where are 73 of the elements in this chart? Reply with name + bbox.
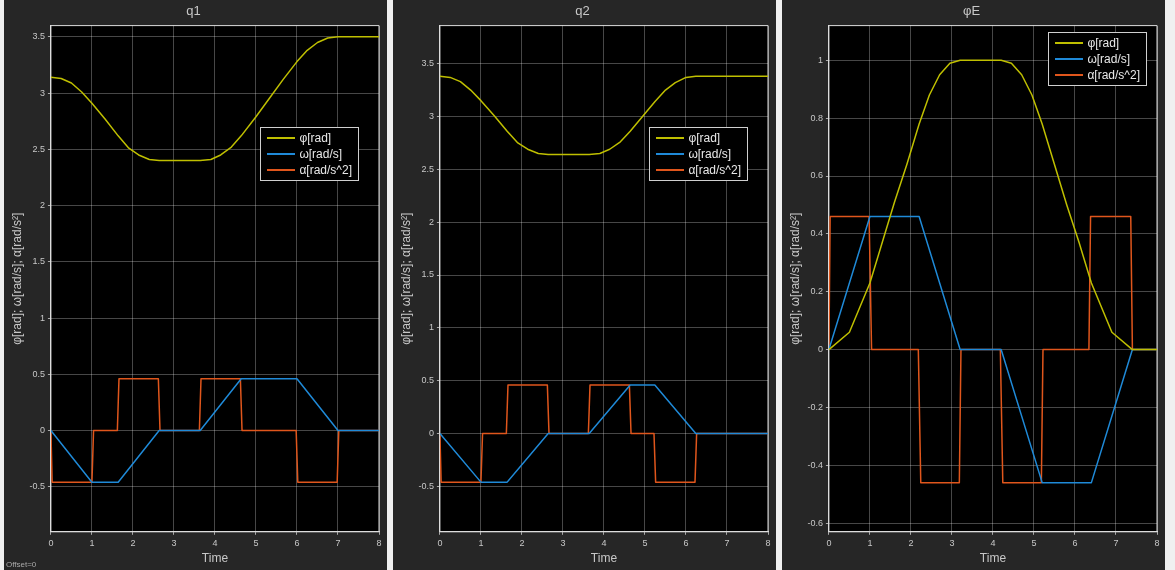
x-tick-label: 6: [294, 537, 300, 548]
x-tick-label: 5: [1031, 537, 1037, 548]
x-axis-title: Time: [979, 551, 1007, 566]
y-tick-label: 1: [428, 322, 434, 333]
x-tick-label: 4: [990, 537, 996, 548]
x-tick-label: 8: [765, 537, 771, 548]
y-tick-label: -0.4: [807, 459, 823, 470]
x-tick-label: 3: [560, 537, 566, 548]
y-tick-label: 0.8: [810, 112, 823, 123]
legend-label: ω[rad/s]: [688, 145, 732, 162]
x-tick-label: 8: [376, 537, 382, 548]
legend-label: φ[rad]: [299, 129, 332, 146]
legend-label: φ[rad]: [688, 129, 721, 146]
x-tick-label: 2: [908, 537, 914, 548]
legend-label: ω[rad/s]: [1087, 50, 1131, 67]
y-tick-label: 0.4: [810, 228, 823, 239]
x-tick-label: 0: [48, 537, 54, 548]
chart-title: q2: [575, 3, 590, 19]
y-tick-label: 3.5: [421, 58, 434, 69]
y-tick-label: 1.5: [32, 256, 45, 267]
y-tick-label: 1: [39, 312, 45, 323]
legend-label: ω[rad/s]: [299, 145, 343, 162]
x-tick-label: 0: [437, 537, 443, 548]
legend-label: α[rad/s^2]: [299, 161, 352, 178]
chart-title: q1: [186, 3, 201, 19]
y-tick-label: 3: [39, 87, 45, 98]
legend-label: α[rad/s^2]: [688, 161, 741, 178]
y-tick-label: 0.5: [32, 368, 45, 379]
chart-title: φE: [962, 3, 981, 19]
y-tick-label: 3.5: [32, 31, 45, 42]
y-tick-label: 0.5: [421, 375, 434, 386]
y-tick-label: 2.5: [421, 163, 434, 174]
y-tick-label: -0.6: [807, 517, 823, 528]
y-tick-label: -0.2: [807, 401, 823, 412]
x-tick-label: 7: [1113, 537, 1119, 548]
y-tick-label: 1.5: [421, 269, 434, 280]
legend-label: φ[rad]: [1087, 34, 1120, 51]
x-tick-label: 5: [253, 537, 259, 548]
y-axis-title: φ[rad]; ω[rad/s]; α[rad/s²]: [787, 212, 802, 345]
x-tick-label: 0: [826, 537, 832, 548]
y-tick-label: 0: [817, 344, 823, 355]
x-tick-label: 4: [212, 537, 218, 548]
x-tick-label: 3: [949, 537, 955, 548]
x-tick-label: 7: [335, 537, 341, 548]
x-tick-label: 4: [601, 537, 607, 548]
x-axis-title: Time: [201, 551, 229, 566]
text: Offset=0: [6, 560, 37, 569]
y-axis-title: φ[rad]; ω[rad/s]; α[rad/s²]: [398, 212, 413, 345]
x-tick-label: 5: [642, 537, 648, 548]
x-tick-label: 3: [171, 537, 177, 548]
x-tick-label: 2: [519, 537, 525, 548]
x-tick-label: 1: [867, 537, 873, 548]
y-tick-label: 2.5: [32, 143, 45, 154]
x-tick-label: 1: [89, 537, 95, 548]
x-axis-title: Time: [590, 551, 618, 566]
y-axis-title: φ[rad]; ω[rad/s]; α[rad/s²]: [9, 212, 24, 345]
y-tick-label: 0.2: [810, 286, 823, 297]
legend-label: α[rad/s^2]: [1087, 66, 1140, 83]
x-tick-label: 1: [478, 537, 484, 548]
x-tick-label: 7: [724, 537, 730, 548]
y-tick-label: 0.6: [810, 170, 823, 181]
y-tick-label: 2: [428, 216, 434, 227]
x-tick-label: 6: [1072, 537, 1078, 548]
x-tick-label: 8: [1154, 537, 1160, 548]
y-tick-label: -0.5: [418, 480, 434, 491]
y-tick-label: 0: [428, 428, 434, 438]
y-tick-label: 0: [39, 425, 45, 436]
y-tick-label: 3: [428, 110, 434, 121]
x-tick-label: 2: [130, 537, 136, 548]
y-tick-label: -0.5: [29, 481, 45, 492]
y-tick-label: 1: [817, 54, 823, 65]
y-tick-label: 2: [39, 200, 45, 211]
x-tick-label: 6: [683, 537, 689, 548]
